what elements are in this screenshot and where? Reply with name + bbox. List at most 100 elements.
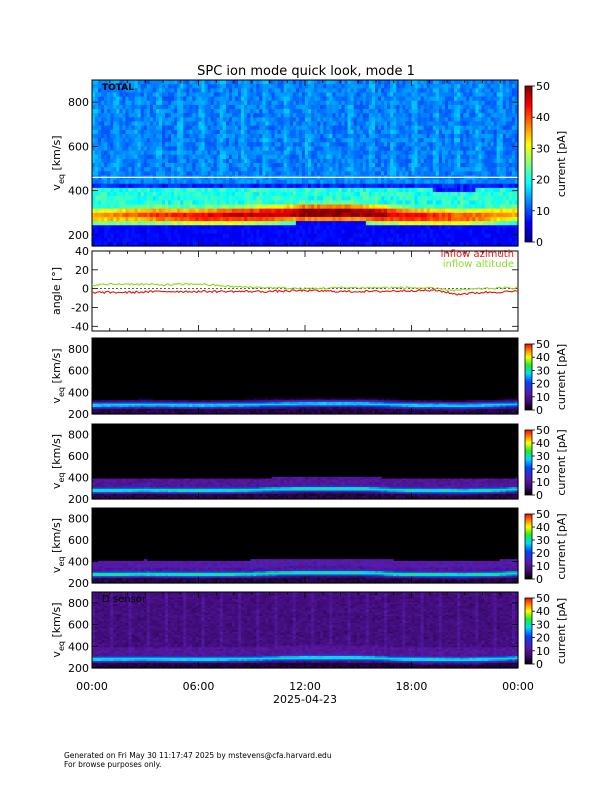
heatmap-cell: [444, 125, 449, 131]
heatmap-cell: [241, 225, 245, 230]
heatmap-cell: [101, 216, 105, 222]
heatmap-cell: [326, 216, 330, 222]
heatmap-cell: [125, 196, 130, 201]
heatmap-cell: [344, 241, 349, 247]
heatmap-cell: [228, 121, 233, 127]
heatmap-cell: [402, 221, 407, 226]
heatmap-cell: [92, 113, 96, 118]
heatmap-cell: [435, 125, 440, 131]
heatmap-cell: [402, 142, 407, 147]
heatmap-cell: [161, 179, 166, 185]
heatmap-cell: [381, 129, 385, 135]
heatmap-cell: [265, 183, 270, 189]
heatmap-cell: [158, 192, 163, 197]
heatmap-cell: [432, 241, 437, 247]
heatmap-cell: [457, 229, 461, 235]
heatmap-cell: [371, 80, 376, 85]
heatmap-cell: [128, 208, 133, 214]
heatmap-cell: [338, 183, 343, 189]
heatmap-cell: [326, 179, 330, 185]
heatmap-cell: [292, 196, 297, 201]
heatmap-cell: [180, 208, 184, 214]
heatmap-cell: [165, 237, 169, 243]
heatmap-cell: [438, 171, 443, 177]
heatmap-cell: [320, 187, 324, 193]
heatmap-cell: [219, 196, 224, 201]
heatmap-cell: [374, 80, 379, 85]
heatmap-cell: [286, 200, 291, 206]
heatmap-cell: [365, 179, 370, 185]
heatmap-cell: [341, 138, 346, 143]
heatmap-cell: [247, 80, 251, 85]
heatmap-cell: [384, 84, 388, 89]
heatmap-cell: [384, 200, 388, 206]
heatmap-cell: [253, 142, 257, 147]
heatmap-cell: [110, 187, 114, 193]
heatmap-cell: [183, 204, 187, 210]
heatmap-cell: [189, 171, 194, 177]
heatmap-cell: [143, 212, 148, 218]
heatmap-cell: [350, 150, 355, 156]
heatmap-cell: [210, 80, 215, 85]
heatmap-cell: [335, 154, 340, 160]
heatmap-cell: [353, 196, 358, 201]
heatmap-cell: [463, 183, 467, 189]
heatmap-cell: [320, 121, 324, 127]
heatmap-cell: [347, 109, 352, 114]
heatmap-cell: [137, 133, 142, 139]
heatmap-cell: [98, 150, 102, 156]
heatmap-cell: [371, 233, 376, 239]
heatmap-cell: [444, 154, 449, 160]
heatmap-cell: [165, 121, 169, 127]
heatmap-cell: [344, 171, 349, 177]
heatmap-cell: [356, 84, 361, 89]
heatmap-cell: [207, 117, 212, 123]
heatmap-cell: [314, 167, 318, 172]
heatmap-cell: [256, 229, 260, 235]
heatmap-cell: [429, 142, 434, 147]
heatmap-cell: [222, 129, 227, 135]
heatmap-cell: [295, 163, 300, 168]
heatmap-cell: [207, 187, 212, 193]
heatmap-cell: [219, 109, 224, 114]
heatmap-cell: [429, 237, 434, 243]
heatmap-cell: [271, 229, 276, 235]
heatmap-cell: [204, 125, 209, 131]
heatmap-cell: [359, 146, 364, 152]
heatmap-cell: [274, 113, 279, 118]
heatmap-cell: [286, 212, 291, 218]
heatmap-cell: [195, 216, 200, 222]
heatmap-cell: [158, 225, 163, 230]
heatmap-cell: [347, 80, 352, 85]
heatmap-cell: [180, 204, 184, 210]
heatmap-cell: [213, 138, 218, 143]
heatmap-cell: [149, 84, 154, 89]
heatmap-cell: [441, 109, 446, 114]
heatmap-cell: [441, 129, 446, 135]
heatmap-cell: [149, 171, 154, 177]
heatmap-cell: [210, 92, 215, 98]
heatmap-cell: [393, 163, 397, 168]
heatmap-cell: [201, 212, 206, 218]
heatmap-cell: [174, 187, 178, 193]
heatmap-cell: [277, 233, 282, 239]
heatmap-cell: [104, 80, 108, 85]
heatmap-cell: [180, 200, 184, 206]
heatmap-cell: [104, 133, 108, 139]
heatmap-cell: [222, 100, 227, 106]
heatmap-cell: [277, 88, 282, 94]
heatmap-cell: [195, 92, 200, 98]
heatmap-cell: [247, 84, 251, 89]
heatmap-cell: [317, 146, 321, 152]
heatmap-cell: [119, 92, 124, 98]
heatmap-cell: [314, 121, 318, 127]
heatmap-cell: [265, 100, 270, 106]
heatmap-cell: [140, 233, 145, 239]
heatmap-cell: [113, 100, 117, 106]
heatmap-cell: [238, 221, 242, 226]
heatmap-cell: [149, 125, 154, 131]
heatmap-cell: [265, 121, 270, 127]
heatmap-cell: [463, 229, 467, 235]
heatmap-cell: [143, 221, 148, 226]
heatmap-cell: [256, 150, 260, 156]
